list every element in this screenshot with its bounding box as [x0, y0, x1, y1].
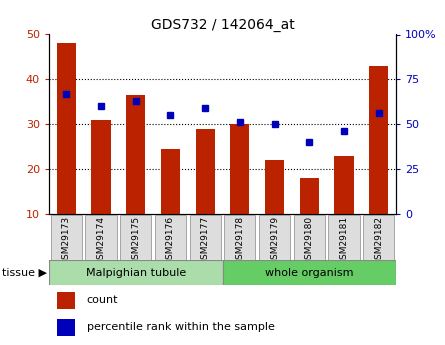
- Bar: [92, 120, 110, 214]
- FancyBboxPatch shape: [224, 215, 255, 259]
- FancyBboxPatch shape: [363, 215, 394, 259]
- FancyBboxPatch shape: [120, 215, 151, 259]
- Text: GSM29175: GSM29175: [131, 216, 140, 265]
- Text: count: count: [87, 295, 118, 305]
- Bar: [300, 178, 319, 214]
- FancyBboxPatch shape: [155, 215, 186, 259]
- Text: GSM29173: GSM29173: [62, 216, 71, 265]
- Bar: [57, 319, 76, 336]
- FancyBboxPatch shape: [49, 260, 222, 285]
- Bar: [126, 95, 145, 214]
- Bar: [265, 160, 284, 214]
- FancyBboxPatch shape: [222, 260, 396, 285]
- FancyBboxPatch shape: [328, 215, 360, 259]
- Text: GSM29178: GSM29178: [235, 216, 244, 265]
- FancyBboxPatch shape: [294, 215, 325, 259]
- FancyBboxPatch shape: [51, 215, 82, 259]
- Text: whole organism: whole organism: [265, 268, 353, 277]
- FancyBboxPatch shape: [190, 215, 221, 259]
- Text: GSM29176: GSM29176: [166, 216, 175, 265]
- Bar: [57, 292, 76, 309]
- Text: Malpighian tubule: Malpighian tubule: [85, 268, 186, 277]
- Bar: [335, 156, 353, 214]
- Text: GSM29180: GSM29180: [305, 216, 314, 265]
- Title: GDS732 / 142064_at: GDS732 / 142064_at: [150, 18, 295, 32]
- Text: tissue ▶: tissue ▶: [2, 268, 47, 277]
- Bar: [196, 129, 214, 214]
- Text: GSM29179: GSM29179: [270, 216, 279, 265]
- FancyBboxPatch shape: [259, 215, 290, 259]
- Text: GSM29177: GSM29177: [201, 216, 210, 265]
- Bar: [369, 66, 388, 214]
- Bar: [161, 149, 180, 214]
- Text: GSM29182: GSM29182: [374, 216, 383, 265]
- FancyBboxPatch shape: [85, 215, 117, 259]
- Text: GSM29181: GSM29181: [340, 216, 348, 265]
- Bar: [231, 124, 249, 214]
- Text: percentile rank within the sample: percentile rank within the sample: [87, 323, 275, 333]
- Text: GSM29174: GSM29174: [97, 216, 105, 265]
- Bar: [57, 43, 76, 214]
